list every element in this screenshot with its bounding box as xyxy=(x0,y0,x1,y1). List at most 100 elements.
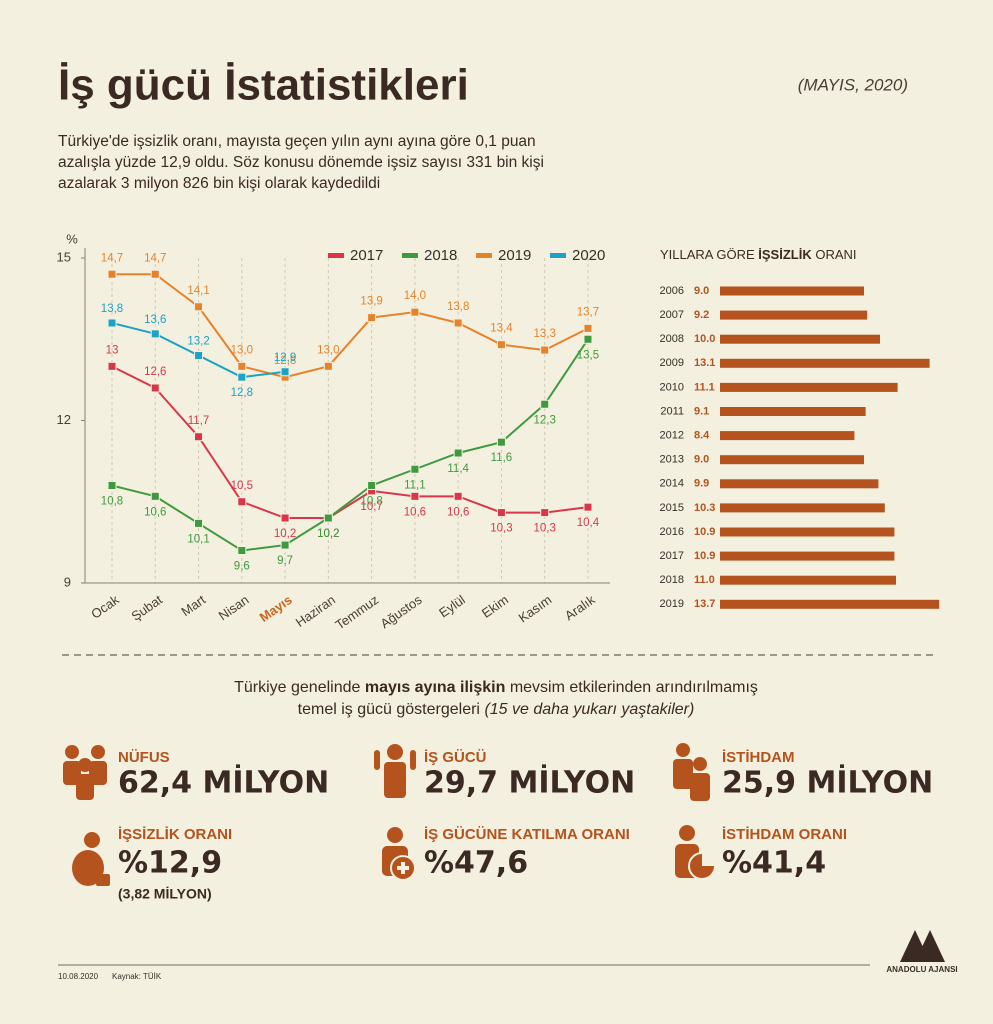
x-tick-label: Temmuz xyxy=(332,592,381,632)
bar-category: 2014 xyxy=(660,478,684,490)
bar xyxy=(720,455,864,465)
bar-value-label: 10.9 xyxy=(694,526,715,538)
y-axis-label: % xyxy=(66,231,78,246)
point xyxy=(410,491,420,501)
bar-value-label: 8.4 xyxy=(694,430,710,442)
value-label: 12,8 xyxy=(231,387,253,399)
bar xyxy=(720,407,866,416)
value-label: 13,8 xyxy=(101,303,123,315)
legend-swatch xyxy=(476,253,492,258)
section-part: temel iş gücü göstergeleri xyxy=(298,701,485,718)
bar-category: 2016 xyxy=(660,526,684,538)
bar-category: 2019 xyxy=(660,598,684,610)
x-tick-label: Mayıs xyxy=(257,592,295,625)
value-label: 10,4 xyxy=(577,517,600,529)
point xyxy=(583,323,593,333)
value-label: 9,7 xyxy=(277,555,293,567)
point xyxy=(107,318,117,328)
date: (MAYIS, 2020) xyxy=(798,75,908,94)
section-line: Türkiye genelinde mayıs ayına ilişkin me… xyxy=(234,679,758,696)
value-label: 12,9 xyxy=(274,352,296,364)
bar-category: 2017 xyxy=(660,550,684,562)
point xyxy=(540,345,550,355)
bar-category: 2007 xyxy=(660,309,684,321)
point xyxy=(410,464,420,474)
point xyxy=(194,351,204,360)
legend-swatch xyxy=(550,253,566,258)
point xyxy=(237,497,247,507)
value-label: 14,1 xyxy=(187,285,209,297)
value-label: 10,6 xyxy=(404,506,426,518)
value-label: 10,2 xyxy=(274,528,296,540)
point xyxy=(280,540,290,550)
indicator-value: 62,4 MİLYON xyxy=(118,765,329,801)
bar-value-label: 11.1 xyxy=(694,381,715,393)
bar xyxy=(720,334,880,344)
bar xyxy=(720,479,879,489)
bar-category: 2011 xyxy=(660,405,684,417)
value-label: 14,7 xyxy=(101,252,123,264)
value-label: 13,9 xyxy=(360,296,382,308)
value-label: 12,3 xyxy=(534,414,556,426)
bar-title-part: ORANI xyxy=(812,247,857,262)
legend-swatch xyxy=(402,253,418,258)
indicator-label: İSTİHDAM ORANI xyxy=(722,826,847,843)
intro-line: azalarak 3 milyon 826 bin kişi olarak ka… xyxy=(58,175,380,192)
point xyxy=(150,491,160,501)
bar-category: 2010 xyxy=(660,381,684,393)
point xyxy=(107,269,117,279)
point xyxy=(150,269,160,279)
bar xyxy=(720,503,885,513)
x-tick-label: Şubat xyxy=(129,592,166,624)
value-label: 11,6 xyxy=(491,452,513,464)
value-label: 13 xyxy=(106,344,119,356)
section-part: mayıs ayına ilişkin xyxy=(365,679,506,696)
footer-date: 10.08.2020 xyxy=(58,972,99,981)
logo-text: ANADOLU AJANSI xyxy=(886,965,957,974)
value-label: 13,3 xyxy=(534,328,556,340)
value-label: 13,0 xyxy=(231,344,253,356)
indicator-value: %47,6 xyxy=(424,846,528,881)
bar-value-label: 10.0 xyxy=(694,333,715,345)
point xyxy=(237,361,247,371)
bar-category: 2008 xyxy=(660,333,684,345)
icon-workforce xyxy=(374,744,416,798)
point xyxy=(496,437,506,447)
value-label: 10,1 xyxy=(187,533,209,545)
indicator-label: İSTİHDAM xyxy=(722,749,795,766)
bar-title: YILLARA GÖRE İŞSİZLİK ORANI xyxy=(660,247,857,262)
bar-value-label: 9.2 xyxy=(694,309,709,321)
value-label: 13,2 xyxy=(187,336,209,348)
bar xyxy=(720,599,940,609)
value-label: 12,6 xyxy=(144,366,166,378)
x-tick-label: Eylül xyxy=(436,592,468,621)
x-tick-label: Ağustos xyxy=(377,592,424,632)
bar-value-label: 9.1 xyxy=(694,405,709,417)
point xyxy=(540,399,550,409)
bar-category: 2018 xyxy=(660,574,684,586)
point xyxy=(540,508,550,518)
y-tick-label: 12 xyxy=(57,412,71,427)
icon-unemployment xyxy=(72,832,110,886)
series-line xyxy=(111,338,589,552)
value-label: 9,6 xyxy=(234,561,250,573)
point xyxy=(237,546,247,555)
point xyxy=(150,329,160,339)
point xyxy=(323,361,333,371)
point xyxy=(453,318,463,328)
point xyxy=(107,361,117,371)
legend-label: 2017 xyxy=(350,247,383,264)
point xyxy=(150,383,160,393)
bar xyxy=(720,551,895,561)
value-label: 10,7 xyxy=(360,501,382,513)
x-tick-label: Haziran xyxy=(293,592,338,630)
point xyxy=(107,481,117,490)
x-tick-label: Aralık xyxy=(562,592,598,624)
indicator-label: İŞSİZLİK ORANI xyxy=(118,826,232,843)
point xyxy=(453,491,463,501)
logo-mark xyxy=(900,930,945,962)
footer-source: Kaynak: TÜİK xyxy=(112,972,162,981)
bar-value-label: 11.0 xyxy=(694,574,715,586)
value-label: 13,7 xyxy=(577,306,599,318)
